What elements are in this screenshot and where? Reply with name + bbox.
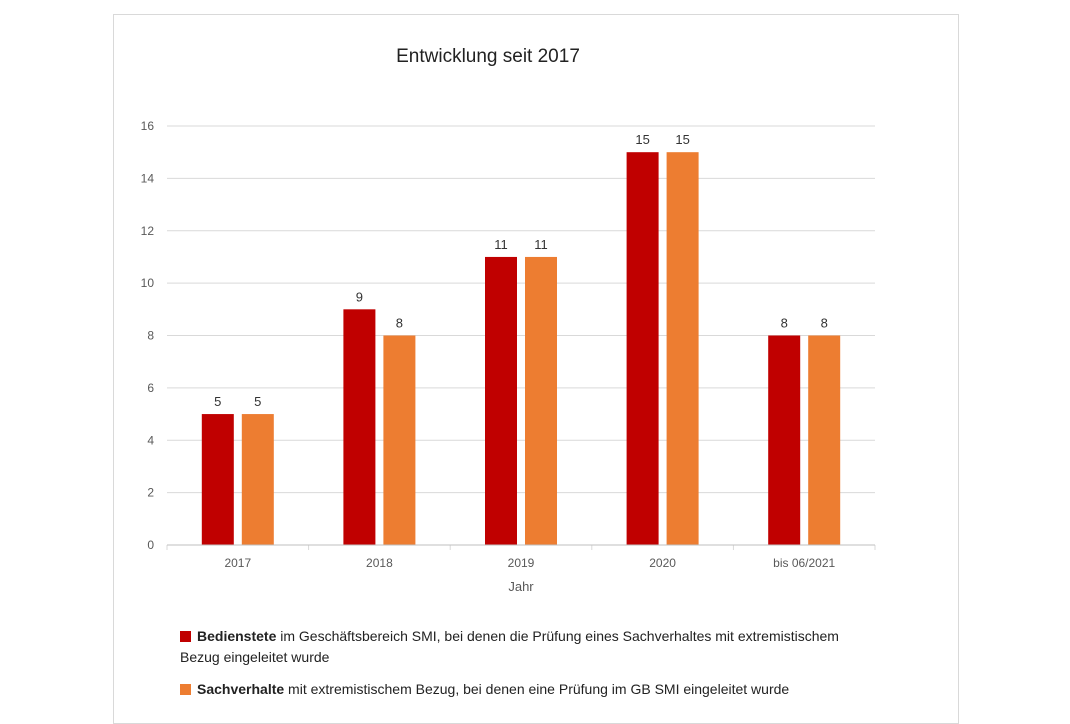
y-tick-label: 2 [147,486,154,500]
legend-swatch-red [180,631,191,642]
legend-item-sachverhalte: Sachverhalte mit extremistischem Bezug, … [180,679,900,700]
x-tick-label: 2017 [224,556,251,570]
legend-label-text: mit extremistischem Bezug, bei denen ein… [284,681,790,697]
data-label: 15 [675,132,689,147]
chart-title: Entwicklung seit 2017 [396,46,580,67]
x-tick-label: bis 06/2021 [773,556,835,570]
x-tick-label: 2019 [508,556,535,570]
legend-label-bold: Bedienstete [197,628,277,644]
data-label: 8 [781,316,788,331]
bar-bedienstete [485,256,517,545]
x-axis-title: Jahr [508,579,534,594]
x-tick-label: 2018 [366,556,393,570]
data-label: 5 [214,394,221,409]
data-label: 11 [494,237,508,252]
bar-sachverhalte [666,152,699,545]
bar-bedienstete [768,335,801,545]
bar-sachverhalte [383,335,416,545]
bar-bedienstete [343,309,376,545]
data-label: 11 [534,237,548,252]
data-label: 8 [396,316,403,331]
bar-sachverhalte [525,256,557,545]
data-label: 5 [254,394,261,409]
bar-bedienstete [626,152,659,545]
legend-item-bedienstete: Bedienstete im Geschäftsbereich SMI, bei… [180,626,840,668]
bar-sachverhalte [241,414,274,545]
y-tick-label: 14 [141,171,155,185]
bar-bedienstete [201,414,234,545]
y-tick-label: 8 [147,329,154,343]
legend-swatch-orange [180,684,191,695]
data-label: 9 [356,289,363,304]
y-tick-label: 4 [147,433,154,447]
y-tick-label: 10 [141,276,155,290]
y-tick-label: 6 [147,381,154,395]
x-tick-label: 2020 [649,556,676,570]
data-label: 8 [821,316,828,331]
data-label: 15 [635,132,649,147]
y-tick-label: 12 [141,224,155,238]
y-tick-label: 0 [147,538,154,552]
y-tick-label: 16 [141,119,155,133]
legend-label-text: im Geschäftsbereich SMI, bei denen die P… [180,628,839,665]
legend-label-bold: Sachverhalte [197,681,285,697]
bar-sachverhalte [808,335,841,545]
